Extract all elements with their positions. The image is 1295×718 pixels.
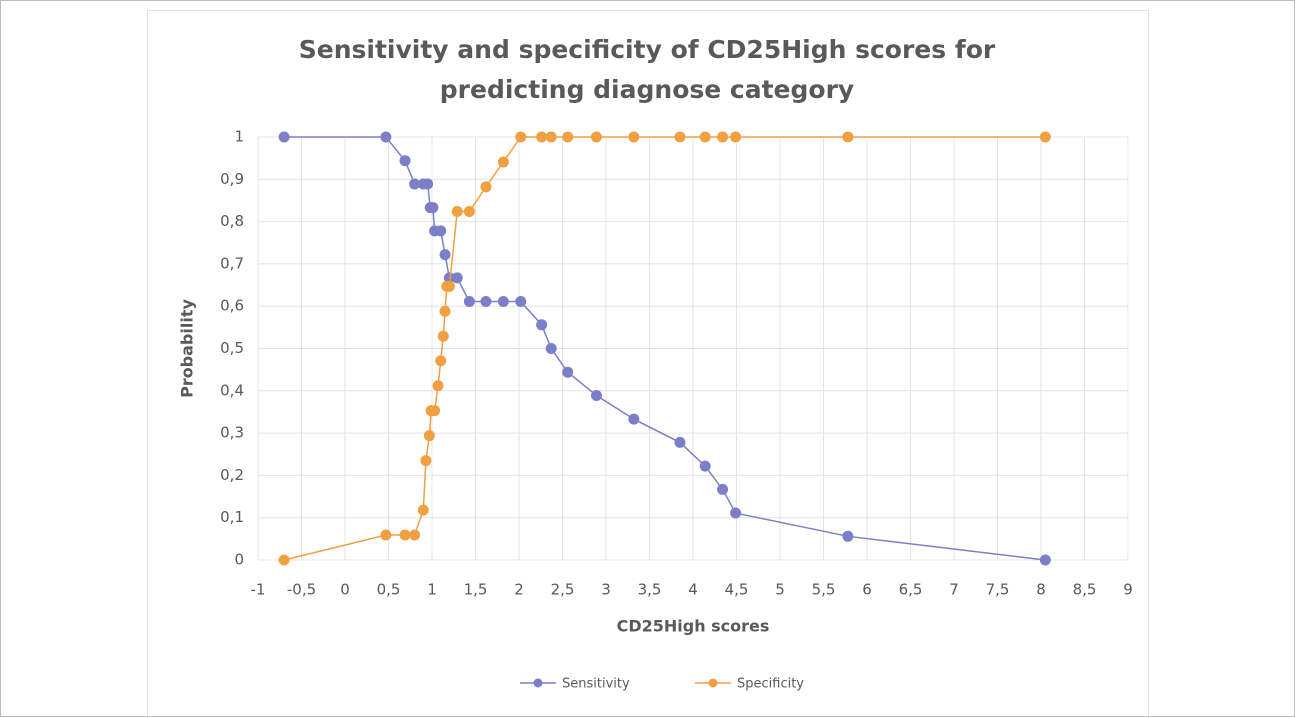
x-tick-label: 3 [601,581,611,599]
data-point [842,131,854,143]
data-point [730,507,742,519]
legend-label: Specificity [737,677,804,692]
data-point [1039,554,1051,566]
data-point [717,131,729,143]
x-tick-label: 4 [688,581,698,599]
x-tick-label: 0,5 [377,581,401,599]
data-point [409,529,421,541]
data-point [674,131,686,143]
x-tick-label: -1 [251,581,266,599]
y-tick-label: 0,9 [220,170,244,188]
data-point [463,296,475,308]
data-point [497,296,509,308]
y-tick-label: 0,4 [220,381,244,399]
data-point [699,131,711,143]
x-tick-label: 0 [340,581,350,599]
data-point [590,389,602,401]
data-point [699,460,711,472]
data-point [420,455,432,467]
data-point [451,272,463,284]
data-point [497,156,509,168]
data-point [439,249,451,261]
data-point [545,343,557,354]
y-tick-label: 0,2 [220,466,244,484]
x-tick-label: 4,5 [725,581,749,599]
x-tick-label: 8 [1036,581,1046,599]
data-point [417,504,429,516]
data-point [536,319,548,331]
y-tick-label: 0 [234,551,244,569]
x-tick-label: 6 [862,581,872,599]
y-tick-label: 0,8 [220,212,244,230]
legend-marker [708,678,718,688]
x-tick-label: 8,5 [1073,581,1097,599]
x-tick-label: -0,5 [287,581,316,599]
data-point [480,296,492,308]
data-point [515,131,527,143]
data-point [717,483,729,495]
data-point [429,405,441,417]
y-tick-label: 1 [234,128,244,146]
data-point [437,330,449,342]
data-point [536,131,548,143]
data-point [439,305,451,317]
data-point [432,380,444,392]
chart-title: Sensitivity and specificity of CD25High … [298,35,996,104]
data-point [278,554,290,566]
data-point [515,296,527,308]
data-point [562,366,574,378]
data-point [399,529,411,541]
x-tick-label: 3,5 [638,581,662,599]
data-point [443,280,455,292]
x-tick-label: 1 [427,581,437,599]
x-tick-label: 6,5 [899,581,923,599]
data-point [422,178,434,190]
x-tick-label: 7,5 [986,581,1010,599]
x-tick-label: 2 [514,581,524,599]
x-tick-label: 2,5 [551,581,575,599]
x-tick-label: 5 [775,581,785,599]
data-point [380,131,392,143]
data-point [562,131,574,143]
data-point [480,181,492,193]
data-point [628,413,640,425]
data-point [730,131,742,143]
data-point [674,436,686,448]
data-point [423,430,435,442]
x-axis-label: CD25High scores [617,617,770,636]
x-tick-label: 7 [949,581,959,599]
data-point [278,131,290,143]
data-point [380,529,392,541]
data-point [628,131,640,143]
y-tick-label: 0,1 [220,508,244,526]
chart-area [147,10,1149,718]
y-tick-label: 0,3 [220,424,244,442]
legend-marker [533,678,543,688]
y-axis-label: Probability [178,299,197,398]
x-tick-label: 5,5 [812,581,836,599]
data-point [451,205,463,217]
data-point [463,205,475,217]
data-point [399,155,411,167]
data-point [427,202,439,214]
data-point [409,178,421,190]
data-point [435,355,447,367]
data-point [842,530,854,542]
legend-label: Sensitivity [562,677,630,692]
data-point [1039,131,1051,143]
data-point [443,272,455,284]
data-point [590,131,602,143]
y-tick-label: 0,5 [220,339,244,357]
y-tick-label: 0,6 [220,297,244,315]
x-tick-label: 1,5 [464,581,488,599]
data-point [545,131,557,143]
data-point [435,225,447,237]
y-tick-label: 0,7 [220,254,244,272]
x-tick-label: 9 [1123,581,1133,599]
